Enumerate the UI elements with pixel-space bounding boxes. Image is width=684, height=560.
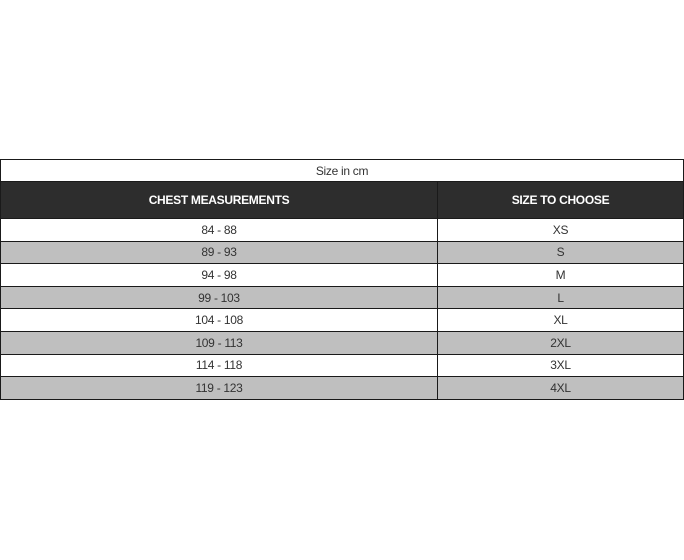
header-chest-measurements: CHEST MEASUREMENTS <box>0 181 438 219</box>
size-cell: XS <box>437 218 684 242</box>
size-cell: L <box>437 285 684 310</box>
header-size-to-choose: SIZE TO CHOOSE <box>437 181 684 219</box>
chest-cell: 94 - 98 <box>0 263 438 287</box>
chest-cell: 109 - 113 <box>0 330 438 355</box>
size-cell: XL <box>437 308 684 332</box>
chest-cell: 89 - 93 <box>0 240 438 265</box>
table-row: 99 - 103 L <box>0 285 684 310</box>
table-row: 114 - 118 3XL <box>0 353 684 378</box>
chest-cell: 104 - 108 <box>0 308 438 332</box>
table-caption: Size in cm <box>0 159 684 182</box>
chest-cell: 84 - 88 <box>0 218 438 242</box>
table-row: 84 - 88 XS <box>0 218 684 242</box>
size-cell: M <box>437 263 684 287</box>
table-row: 119 - 123 4XL <box>0 376 684 400</box>
table-row: 109 - 113 2XL <box>0 330 684 355</box>
header-row: CHEST MEASUREMENTS SIZE TO CHOOSE <box>0 181 684 219</box>
table-row: 104 - 108 XL <box>0 308 684 332</box>
size-cell: 2XL <box>437 330 684 355</box>
chest-cell: 114 - 118 <box>0 353 438 378</box>
chest-cell: 99 - 103 <box>0 285 438 310</box>
size-cell: 4XL <box>437 376 684 400</box>
caption-row: Size in cm <box>0 159 684 182</box>
size-cell: 3XL <box>437 353 684 378</box>
chest-cell: 119 - 123 <box>0 376 438 400</box>
size-cell: S <box>437 240 684 265</box>
table-row: 94 - 98 M <box>0 263 684 287</box>
size-chart-table: Size in cm CHEST MEASUREMENTS SIZE TO CH… <box>0 159 684 400</box>
table-row: 89 - 93 S <box>0 240 684 265</box>
